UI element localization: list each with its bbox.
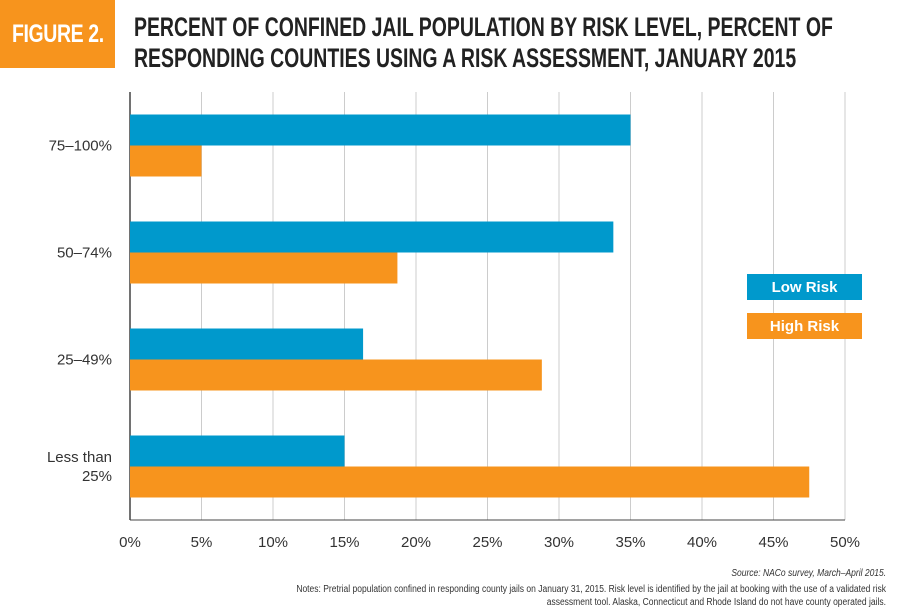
y-category-label: 25% [82, 468, 112, 485]
x-tick-label: 5% [191, 534, 213, 551]
x-tick-label: 25% [472, 534, 502, 551]
legend-high-risk-label: High Risk [769, 317, 840, 335]
x-tick-label: 20% [401, 534, 431, 551]
bar-high-risk [130, 359, 542, 391]
bar-low-risk [130, 328, 364, 360]
notes-text: Notes: Pretrial population confined in r… [186, 583, 886, 609]
x-tick-label: 15% [329, 534, 359, 551]
bar-high-risk [130, 466, 810, 498]
x-tick-label: 30% [544, 534, 574, 551]
y-category-label: 75–100% [49, 138, 112, 155]
bar-chart: 0% 5% 10% 15% 20% 25% 30% 35% 40% 45% 50% 75–100% 50… [47, 92, 860, 551]
source-note: Source: NACo survey, March–April 2015. [731, 568, 886, 579]
bar-high-risk [130, 145, 202, 177]
chart-title: PERCENT OF CONFINED JAIL POPULATION BY R… [134, 12, 894, 74]
x-tick-label: 40% [687, 534, 717, 551]
bar-high-risk [130, 252, 398, 284]
x-tick-label: 10% [258, 534, 288, 551]
x-tick-label: 0% [119, 534, 141, 551]
bar-low-risk [130, 435, 345, 467]
bar-low-risk [130, 114, 631, 146]
notes-text-content: Notes: Pretrial population confined in r… [296, 584, 886, 608]
y-category-label: Less than [47, 449, 112, 466]
y-category-label: 50–74% [57, 245, 112, 262]
figure-label: FIGURE 2. [0, 0, 115, 68]
legend-low-risk-label: Low Risk [771, 278, 838, 296]
y-category-label: 25–49% [57, 352, 112, 369]
x-tick-label: 50% [830, 534, 860, 551]
legend-high-risk: High Risk [747, 313, 862, 339]
chart-title-line-2: RESPONDING COUNTIES USING A RISK ASSESSM… [134, 43, 797, 73]
chart-title-line-1: PERCENT OF CONFINED JAIL POPULATION BY R… [134, 12, 833, 42]
legend-low-risk: Low Risk [747, 274, 862, 300]
bar-low-risk [130, 221, 614, 253]
x-tick-label: 45% [758, 534, 788, 551]
x-tick-label: 35% [615, 534, 645, 551]
